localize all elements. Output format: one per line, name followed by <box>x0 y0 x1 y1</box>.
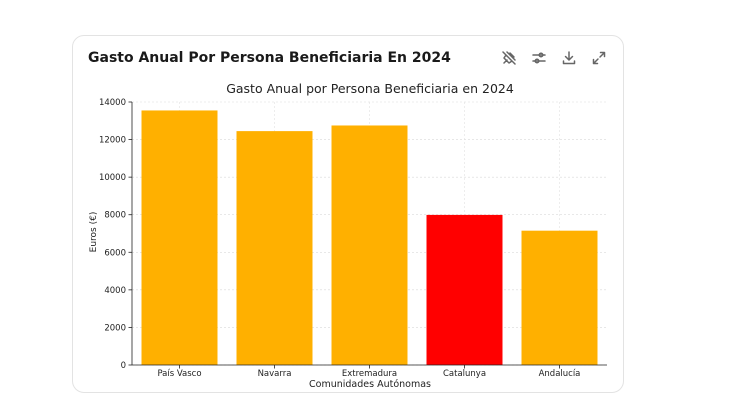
y-tick-label: 6000 <box>104 248 126 258</box>
card-title: Gasto Anual Por Persona Beneficiaria En … <box>88 50 451 66</box>
x-tick-label: Extremadura <box>342 369 397 379</box>
download-icon[interactable] <box>559 48 579 68</box>
x-axis-label: Comunidades Autónomas <box>309 379 431 390</box>
x-tick-label: País Vasco <box>157 369 201 379</box>
chart-title: Gasto Anual por Persona Beneficiaria en … <box>226 81 514 96</box>
y-axis: 0 2000 4000 6000 8000 10000 12000 14000 <box>99 98 133 371</box>
x-tick-label: Andalucía <box>539 369 581 379</box>
sliders-icon[interactable] <box>529 48 549 68</box>
y-tick-label: 8000 <box>104 211 126 221</box>
bar <box>521 230 598 365</box>
x-tick-label: Navarra <box>258 369 292 379</box>
x-tick-label: Catalunya <box>443 369 486 379</box>
y-tick-label: 0 <box>121 361 126 371</box>
x-axis: País Vasco Navarra Extremadura Catalunya And… <box>132 364 607 379</box>
chart-toolbar <box>499 48 609 68</box>
y-tick-label: 10000 <box>99 173 126 183</box>
bars <box>141 110 598 365</box>
y-tick-label: 12000 <box>99 136 126 146</box>
y-axis-label: Euros (€) <box>89 212 99 253</box>
bar <box>236 131 313 365</box>
y-tick-label: 14000 <box>99 98 126 108</box>
pin-off-icon[interactable] <box>499 48 519 68</box>
expand-icon[interactable] <box>589 48 609 68</box>
y-tick-label: 2000 <box>104 323 126 333</box>
bar <box>426 214 503 365</box>
bar <box>141 110 218 365</box>
y-tick-label: 4000 <box>104 286 126 296</box>
bar <box>331 125 408 365</box>
